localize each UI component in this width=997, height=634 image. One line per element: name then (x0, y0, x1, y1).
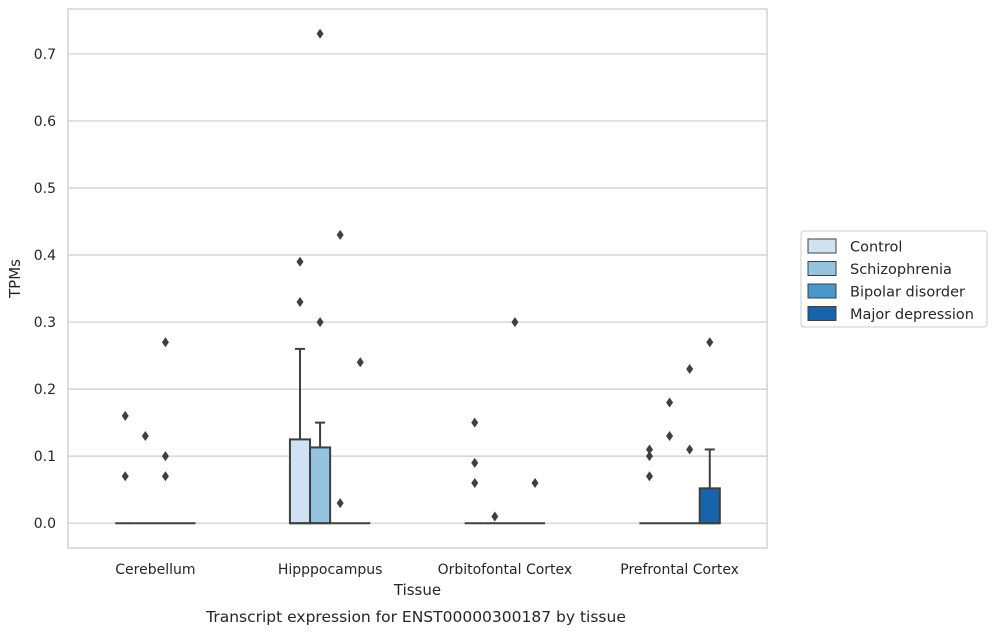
y-tick-label: 0.6 (34, 114, 56, 130)
outlier-point (296, 296, 304, 307)
box-body (698, 487, 721, 525)
x-tick-labels: Cerebellum Hipppocampus Orbitofontal Corte… (115, 562, 739, 578)
box (639, 444, 660, 525)
box (484, 511, 505, 525)
x-tick-label: Cerebellum (115, 562, 195, 578)
outlier-point (666, 397, 674, 408)
outlier-point (686, 444, 694, 455)
outlier-point (471, 417, 479, 428)
x-axis-title: Tissue (393, 581, 441, 599)
outlier-point (666, 431, 674, 442)
y-tick-labels: 0.0 0.1 0.2 0.3 0.4 0.5 0.6 0.7 (34, 47, 56, 532)
outlier-point (316, 28, 324, 39)
box-plots (115, 28, 721, 525)
x-tick-label: Orbitofontal Cortex (438, 562, 573, 578)
outlier-point (706, 337, 714, 348)
outlier-point (121, 471, 129, 482)
y-tick-label: 0.2 (34, 382, 56, 398)
box (155, 337, 176, 525)
legend-label: Major depression (850, 307, 974, 323)
y-gridlines (68, 53, 767, 524)
outlier-point (471, 457, 479, 468)
outlier-point (141, 431, 149, 442)
y-tick-label: 0.5 (34, 181, 56, 197)
outlier-point (511, 317, 519, 328)
box-body (288, 438, 312, 525)
series-control (115, 256, 660, 525)
legend-frame (800, 230, 988, 328)
y-tick-label: 0.4 (34, 248, 56, 264)
y-axis-title: TPMs (6, 259, 24, 299)
legend-label: Bipolar disorder (850, 285, 965, 301)
box (288, 256, 312, 525)
box (524, 477, 546, 525)
box (309, 28, 332, 525)
box (504, 317, 525, 525)
legend-label: Control (850, 240, 902, 256)
box (350, 357, 371, 525)
outlier-point (356, 357, 364, 368)
x-tick-label: Prefrontal Cortex (620, 562, 739, 578)
series-bipolar-disorder (155, 229, 700, 525)
outlier-point (471, 477, 479, 488)
y-tick-label: 0.1 (34, 449, 56, 465)
outlier-point (491, 511, 499, 522)
outlier-point (161, 337, 169, 348)
box (679, 364, 700, 525)
outlier-point (645, 451, 653, 462)
box (135, 431, 156, 525)
outlier-point (686, 364, 694, 375)
outlier-point (645, 471, 653, 482)
legend-swatch (807, 283, 837, 299)
legend-swatch (807, 306, 837, 321)
box (464, 417, 485, 525)
outlier-point (336, 229, 344, 240)
outlier-point (161, 471, 169, 482)
outlier-point (121, 410, 129, 421)
x-tick-label: Hipppocampus (278, 562, 383, 578)
outlier-point (161, 451, 169, 462)
chart-caption: Transcript expression for ENST0000030018… (205, 608, 626, 626)
legend-swatch (807, 238, 837, 254)
series-schizophrenia (135, 28, 680, 525)
plot-frame (67, 8, 768, 549)
y-tick-label: 0.7 (34, 47, 56, 63)
legend-swatch (807, 261, 837, 276)
y-tick-label: 0.3 (34, 315, 56, 331)
outlier-point (336, 498, 344, 509)
box (659, 397, 680, 525)
outlier-point (296, 256, 304, 267)
outlier-point (316, 317, 324, 328)
legend-label: Schizophrenia (850, 262, 952, 278)
box (698, 337, 721, 525)
y-tick-label: 0.0 (34, 516, 56, 532)
box-body (309, 446, 332, 525)
box (115, 410, 136, 525)
outlier-point (531, 477, 539, 488)
series-major-depression (175, 337, 721, 525)
box (330, 229, 351, 525)
outlier-point (645, 444, 653, 455)
legend: Control Schizophrenia Bipolar disorder Majo… (800, 230, 988, 328)
